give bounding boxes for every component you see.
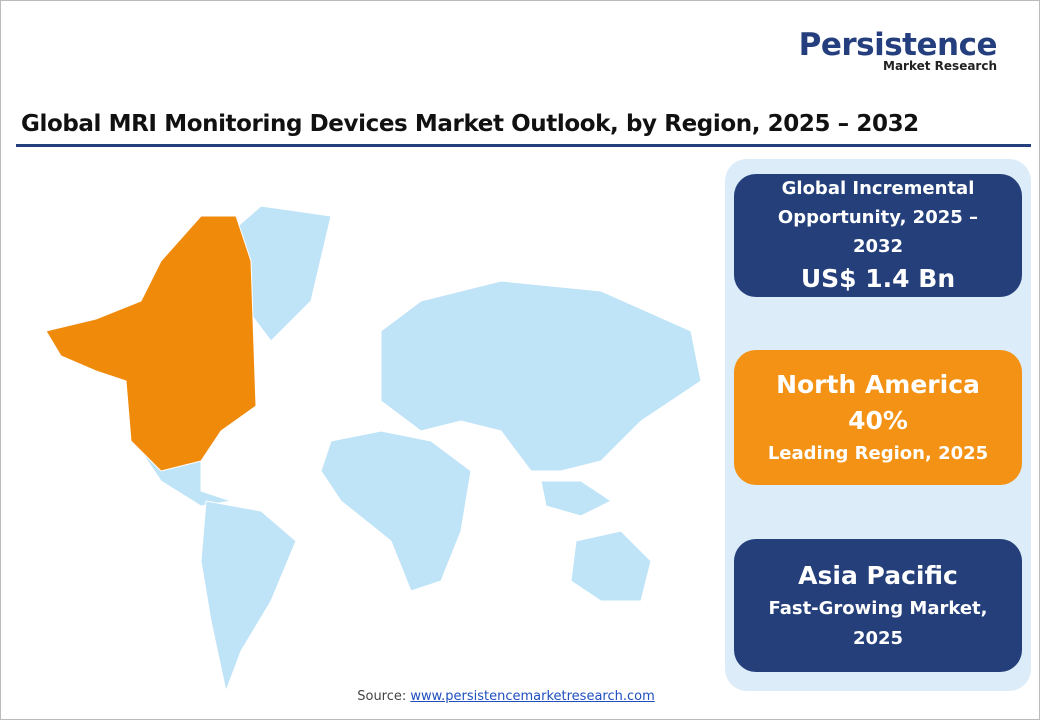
card: North America 40% Leading Region, 2025 [734, 350, 1022, 485]
australia [570, 530, 652, 602]
logo-sub: Market Research [883, 59, 997, 73]
world-map [45, 205, 702, 691]
north-america [45, 215, 257, 472]
card-value: 40% [848, 405, 908, 435]
title: Global MRI Monitoring Devices Market Out… [21, 111, 919, 137]
southeast-asia [540, 480, 612, 517]
africa [320, 430, 472, 592]
card: Global Incremental Opportunity, 2025 – 2… [734, 174, 1022, 297]
card-note: Fast-Growing Market, 2025 [768, 597, 988, 649]
card-value: US$ 1.4 Bn [800, 264, 956, 293]
eurasia [380, 280, 702, 472]
source: Source: www.persistencemarketresearch.co… [1, 689, 1011, 704]
south-america [200, 500, 297, 691]
logo-name: Persistence [798, 27, 998, 63]
card-heading: Asia Pacific [798, 560, 958, 590]
card-heading: Global Incremental Opportunity, 2025 – 2… [777, 178, 979, 257]
title-rule [16, 144, 1031, 147]
card-heading: North America [776, 369, 980, 399]
card-note: Leading Region, 2025 [767, 442, 989, 464]
card: Asia Pacific Fast-Growing Market, 2025 [734, 539, 1022, 672]
source-link[interactable]: www.persistencemarketresearch.com [410, 689, 655, 704]
source-label: Source: [357, 689, 407, 704]
